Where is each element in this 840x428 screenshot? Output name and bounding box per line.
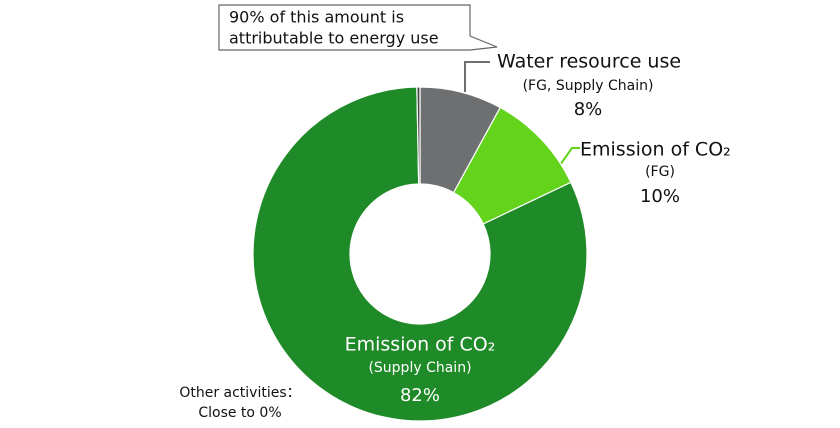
donut-segment — [416, 86, 421, 185]
value-label: Close to 0% — [198, 405, 281, 421]
segment-label: Other activities： — [179, 385, 300, 401]
callout-text: attributable to energy use — [229, 29, 439, 48]
donut-segment — [252, 86, 588, 422]
value-label: 10% — [640, 186, 680, 207]
segment-label: Water resource use — [497, 51, 681, 73]
callout-text: 90% of this amount is — [229, 8, 404, 27]
segment-sublabel: (Supply Chain) — [368, 360, 471, 376]
segment-label: Emission of CO₂ — [580, 139, 731, 161]
callout-box — [218, 4, 498, 51]
segment-sublabel: (FG) — [645, 164, 675, 180]
leader-line — [559, 147, 580, 166]
leader-line — [464, 61, 490, 92]
value-label: 8% — [574, 99, 603, 120]
segment-sublabel: (FG, Supply Chain) — [523, 78, 654, 94]
segment-label: Emission of CO₂ — [345, 334, 496, 356]
value-label: 82% — [400, 385, 440, 406]
